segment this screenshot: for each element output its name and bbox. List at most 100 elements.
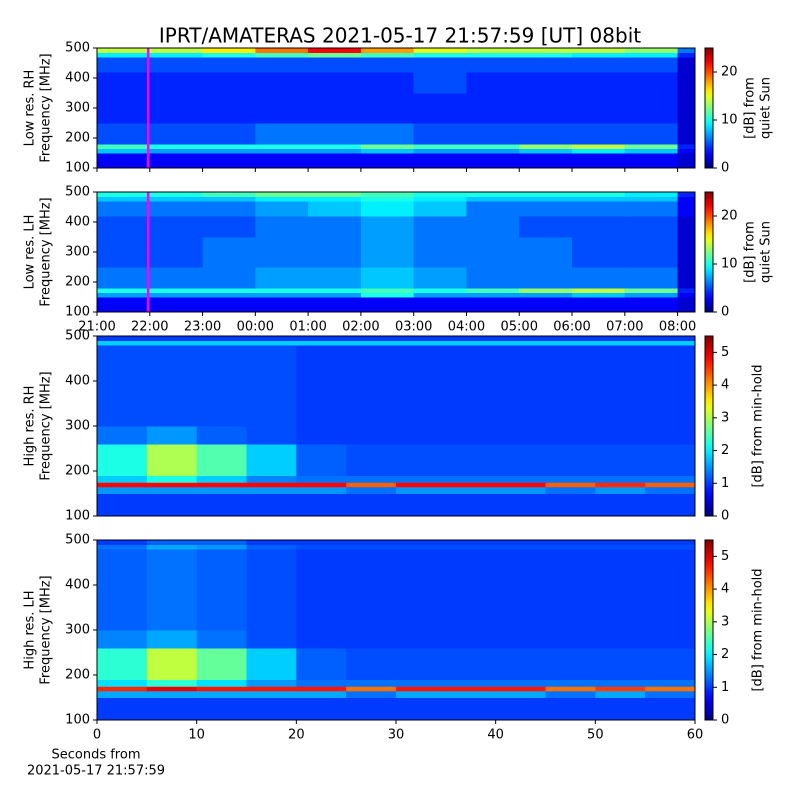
spectrogram-cell [445, 340, 497, 346]
spectrogram-cell [466, 144, 520, 149]
spectrogram-cell [202, 192, 256, 197]
spectrogram-cell [495, 544, 546, 550]
spectrogram-cell [196, 697, 247, 721]
spectrogram-cell [202, 48, 256, 53]
spectrogram-cell [519, 144, 573, 149]
spectrogram-cell [202, 201, 256, 217]
spectrogram-cell [545, 486, 596, 494]
spectrogram-cell [308, 216, 362, 238]
colorbar-tick-label: 0 [721, 161, 729, 176]
spectrogram-cell [97, 549, 148, 631]
y-axis-label: High res. RH [23, 386, 38, 467]
spectrogram-cell [308, 52, 362, 58]
spectrogram-cell [413, 196, 467, 202]
spectrogram-cell [97, 444, 148, 476]
spectrogram-cell [246, 482, 297, 488]
spectrogram-cell [255, 201, 309, 217]
spectrogram-cell [519, 267, 573, 289]
x-tick-label: 21:00 [78, 320, 115, 335]
x-tick-label: 00:00 [237, 320, 274, 335]
spectrogram-cell [572, 216, 626, 238]
spectrogram-cell [445, 679, 497, 687]
spectrogram-cell [624, 216, 679, 238]
spectrogram-cell [255, 292, 309, 298]
spectrogram-cell [97, 196, 151, 202]
spectrogram-cell [624, 52, 679, 58]
spectrogram-cell [146, 336, 198, 341]
spectrogram-cell [149, 201, 204, 217]
spectrogram-cell [308, 144, 362, 149]
spectrogram-cell [255, 72, 309, 94]
spectrogram-cell [146, 679, 198, 687]
spectrogram-cell [495, 475, 546, 483]
spectrogram-cell [97, 426, 148, 445]
y-tick-label: 200 [65, 668, 90, 683]
spectrogram-cell [97, 297, 151, 313]
spectrogram-cell [572, 52, 626, 58]
spectrogram-cell [149, 153, 204, 169]
spectrogram-cell [149, 292, 204, 298]
spectrogram-cell [545, 549, 596, 631]
spectrogram-cell [396, 336, 447, 341]
spectrogram-cell [149, 267, 204, 289]
spectrogram-cell [545, 686, 596, 692]
colorbar-tick-label: 3 [721, 614, 729, 629]
spectrogram-cell [519, 48, 573, 53]
colorbar-tick-label: 0 [721, 305, 729, 320]
spectrogram-cell [545, 697, 596, 721]
spectrogram-cell [346, 336, 397, 341]
x-tick-label: 04:00 [448, 320, 485, 335]
x-tick-label: 50 [587, 728, 604, 743]
spectrogram-cell [196, 444, 247, 476]
spectrogram-cell [149, 196, 204, 202]
spectrogram-cell [466, 48, 520, 53]
spectrogram-cell [346, 475, 397, 483]
spectrogram-cell [572, 196, 626, 202]
y-axis-label: Low res. RH [23, 70, 38, 147]
spectrogram-cell [645, 426, 696, 445]
spectrogram-cell [495, 444, 546, 476]
spectrogram-cell [413, 192, 467, 197]
spectrogram-cell [413, 153, 467, 169]
x-tick-label: 06:00 [553, 320, 590, 335]
spectrogram-cell [445, 336, 497, 341]
spectrogram-cell [97, 57, 151, 73]
spectrogram-cell [495, 336, 546, 341]
spectrogram-cell [572, 288, 626, 293]
spectrogram-cell [360, 52, 415, 58]
spectrogram-cell [149, 192, 204, 197]
spectrogram-cell [246, 648, 297, 680]
spectrogram-cell [495, 630, 546, 649]
spectrogram-cell [196, 426, 247, 445]
spectrogram-cell [396, 482, 447, 488]
x-axis-label: 2021-05-17 21:57:59 [27, 764, 165, 779]
spectrogram-cell [97, 475, 148, 483]
spectrogram-cell [196, 493, 247, 517]
y-tick-label: 200 [65, 275, 90, 290]
spectrogram-cell [645, 444, 696, 476]
spectrogram-cell [246, 475, 297, 483]
spectrogram-cell [624, 201, 679, 217]
spectrogram-cell [296, 336, 347, 341]
spectrogram-cell [677, 288, 696, 293]
spectrogram-cell [97, 686, 148, 692]
spectrogram-cell [466, 292, 520, 298]
spectrogram-cell [360, 196, 415, 202]
spectrogram-cell [645, 549, 696, 631]
spectrogram-cell [413, 237, 467, 268]
spectrogram-cell [396, 686, 447, 692]
spectrogram-cell [196, 486, 247, 494]
spectrogram-cell [624, 144, 679, 149]
spectrogram-cell [466, 216, 520, 238]
spectrogram-cell [595, 540, 646, 545]
spectrogram-cell [97, 540, 148, 545]
spectrogram-cell [624, 297, 679, 313]
spectrogram-cell [645, 486, 696, 494]
spectrogram-cell [677, 123, 696, 145]
spectrogram-cell [296, 444, 347, 476]
spectrogram-cell [645, 648, 696, 680]
spectrogram-cell [677, 148, 696, 154]
spectrogram-cell [396, 475, 447, 483]
spectrogram-cell [360, 201, 415, 217]
spectrogram-cell [572, 201, 626, 217]
